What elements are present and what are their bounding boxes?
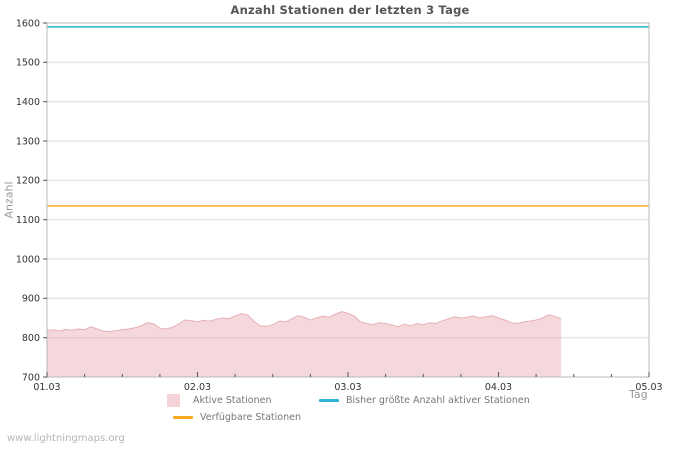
- legend-label-active-stations: Aktive Stationen: [193, 394, 272, 406]
- x-axis-ticks: 01.03 02.03 03.03 04.03 05.03: [33, 372, 663, 393]
- x-axis-label: Tag: [629, 388, 648, 401]
- watermark: www.lightningmaps.org: [7, 433, 125, 444]
- legend-label-available-stations: Verfügbare Stationen: [200, 411, 301, 423]
- svg-text:700: 700: [22, 372, 40, 383]
- available-stations-line-icon: [173, 415, 193, 419]
- svg-text:1100: 1100: [16, 215, 40, 226]
- svg-text:05.03: 05.03: [635, 382, 662, 393]
- svg-text:04.03: 04.03: [485, 382, 512, 393]
- legend-item-active-stations: Aktive Stationen: [167, 393, 272, 407]
- active-stations-swatch-icon: [167, 393, 180, 407]
- svg-text:1000: 1000: [16, 254, 40, 265]
- svg-text:1500: 1500: [16, 58, 40, 69]
- legend-item-available-stations: Verfügbare Stationen: [173, 410, 301, 424]
- legend-label-max-active-stations: Bisher größte Anzahl aktiver Stationen: [346, 394, 530, 406]
- svg-text:900: 900: [22, 294, 40, 305]
- svg-text:03.03: 03.03: [334, 382, 361, 393]
- legend-item-max-active-stations: Bisher größte Anzahl aktiver Stationen: [319, 393, 530, 407]
- svg-text:1400: 1400: [16, 97, 40, 108]
- svg-text:800: 800: [22, 333, 40, 344]
- svg-text:1200: 1200: [16, 176, 40, 187]
- max-active-stations-line-icon: [319, 398, 339, 402]
- svg-text:1600: 1600: [16, 18, 40, 29]
- y-axis-ticks: 700 800 900 1000 1100 1200 1300 1400 1500 1600: [16, 18, 47, 383]
- chart-title: Anzahl Stationen der letzten 3 Tage: [230, 3, 470, 17]
- gridlines: [47, 61, 649, 339]
- active-stations-area-series: [46, 311, 562, 377]
- svg-text:1300: 1300: [16, 136, 40, 147]
- svg-text:01.03: 01.03: [33, 382, 60, 393]
- svg-text:02.03: 02.03: [184, 382, 211, 393]
